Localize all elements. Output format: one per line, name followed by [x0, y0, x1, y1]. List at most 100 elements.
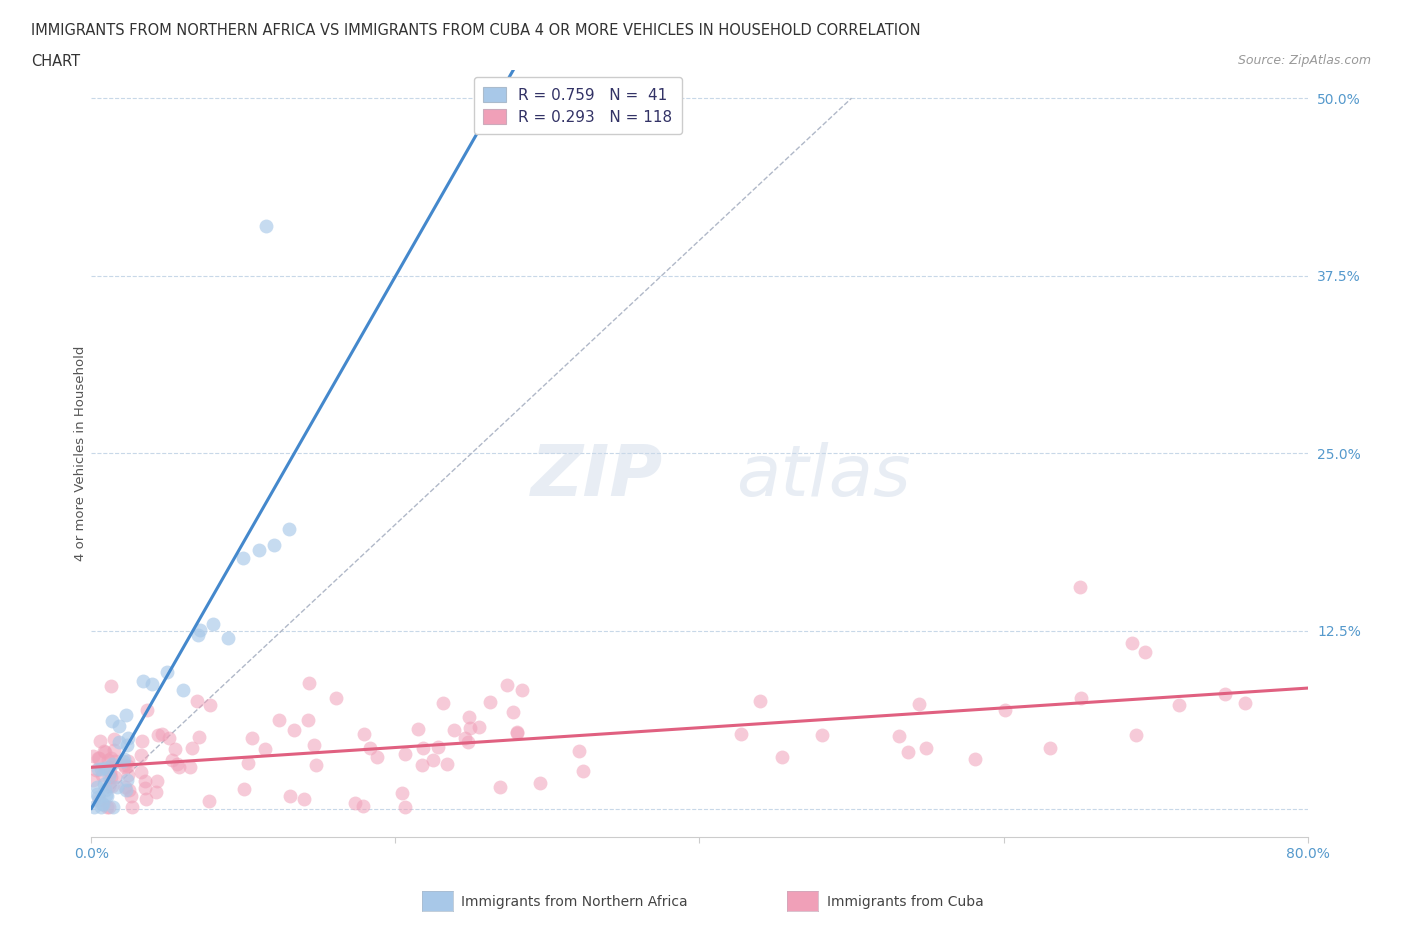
Point	[994, 703, 1017, 718]
Point	[179, 760, 201, 775]
Point	[965, 751, 987, 766]
Point	[156, 665, 179, 680]
Point	[302, 737, 325, 752]
Text: IMMIGRANTS FROM NORTHERN AFRICA VS IMMIGRANTS FROM CUBA 4 OR MORE VEHICLES IN HO: IMMIGRANTS FROM NORTHERN AFRICA VS IMMIG…	[31, 23, 921, 38]
Point	[394, 800, 416, 815]
Point	[406, 721, 429, 736]
Point	[908, 697, 931, 711]
Point	[772, 750, 794, 764]
Point	[283, 723, 305, 737]
Point	[748, 694, 770, 709]
Point	[97, 760, 120, 775]
Point	[432, 696, 454, 711]
Point	[1168, 698, 1191, 712]
Point	[232, 551, 254, 565]
Point	[411, 758, 433, 773]
Point	[86, 787, 108, 802]
Point	[426, 739, 449, 754]
Point	[97, 752, 120, 767]
Point	[394, 747, 416, 762]
Point	[157, 730, 180, 745]
Point	[297, 712, 319, 727]
Point	[91, 767, 114, 782]
Point	[236, 755, 259, 770]
Text: Immigrants from Northern Africa: Immigrants from Northern Africa	[461, 895, 688, 910]
Point	[217, 631, 239, 645]
Point	[112, 757, 135, 772]
Point	[1125, 727, 1147, 742]
Point	[90, 800, 112, 815]
Point	[91, 797, 114, 812]
Point	[166, 756, 188, 771]
Point	[83, 800, 105, 815]
Point	[117, 768, 139, 783]
Point	[1070, 690, 1092, 705]
Point	[422, 752, 444, 767]
Point	[454, 730, 477, 745]
Point	[529, 776, 551, 790]
Point	[468, 719, 491, 734]
Point	[730, 726, 752, 741]
Point	[87, 751, 110, 766]
Point	[352, 798, 374, 813]
Point	[96, 789, 118, 804]
Point	[87, 751, 110, 765]
Point	[115, 737, 138, 752]
Point	[160, 752, 183, 767]
Point	[117, 753, 139, 768]
Point	[115, 772, 138, 787]
Point	[94, 783, 117, 798]
Point	[87, 790, 110, 804]
Point	[505, 725, 527, 740]
Point	[254, 219, 277, 233]
Point	[132, 673, 155, 688]
Point	[134, 774, 156, 789]
Point	[101, 714, 124, 729]
Point	[120, 788, 142, 803]
Point	[100, 679, 122, 694]
Point	[359, 740, 381, 755]
Point	[278, 522, 301, 537]
Point	[443, 723, 465, 737]
Point	[121, 800, 143, 815]
Point	[198, 698, 221, 712]
Point	[118, 783, 141, 798]
Point	[117, 730, 139, 745]
Point	[101, 756, 124, 771]
Point	[353, 726, 375, 741]
Point	[97, 778, 120, 793]
Point	[305, 757, 328, 772]
Point	[114, 779, 136, 794]
Point	[1121, 636, 1143, 651]
Point	[103, 732, 125, 747]
Point	[115, 783, 138, 798]
Point	[98, 800, 121, 815]
Point	[1069, 579, 1091, 594]
Point	[131, 734, 153, 749]
Point	[458, 720, 481, 735]
Point	[1234, 696, 1257, 711]
Point	[103, 753, 125, 768]
Point	[165, 741, 187, 756]
Legend: R = 0.759   N =  41, R = 0.293   N = 118: R = 0.759 N = 41, R = 0.293 N = 118	[474, 77, 682, 134]
Point	[247, 542, 270, 557]
Point	[135, 791, 157, 806]
Point	[263, 538, 285, 552]
Point	[93, 744, 115, 759]
Point	[100, 751, 122, 765]
Point	[150, 726, 173, 741]
Point	[187, 628, 209, 643]
Point	[391, 786, 413, 801]
Point	[103, 742, 125, 757]
Point	[146, 773, 169, 788]
Point	[172, 683, 194, 698]
Point	[202, 617, 225, 631]
Text: CHART: CHART	[31, 54, 80, 69]
Point	[98, 769, 121, 784]
Point	[86, 779, 108, 794]
Point	[129, 764, 152, 779]
Point	[325, 691, 347, 706]
Point	[103, 800, 125, 815]
Point	[114, 760, 136, 775]
Point	[146, 727, 169, 742]
